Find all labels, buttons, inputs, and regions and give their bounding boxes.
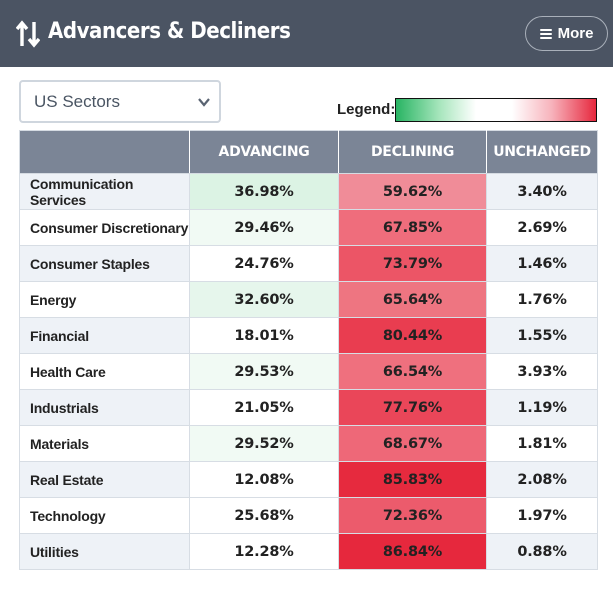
declining-cell: 67.85%: [338, 209, 487, 246]
more-button-label: More: [557, 25, 594, 42]
table-row[interactable]: Real Estate 12.08% 85.83% 2.08%: [19, 461, 598, 498]
table-row[interactable]: Communication Services 36.98% 59.62% 3.40%: [19, 173, 598, 210]
column-header-declining[interactable]: DECLINING: [338, 130, 487, 174]
unchanged-cell: 2.08%: [486, 461, 598, 498]
unchanged-cell: 1.46%: [486, 245, 598, 282]
declining-cell: 85.83%: [338, 461, 487, 498]
unchanged-cell: 0.88%: [486, 533, 598, 570]
declining-cell: 59.62%: [338, 173, 487, 210]
sector-cell[interactable]: Consumer Staples: [19, 245, 190, 282]
panel-header: Advancers & Decliners More: [0, 0, 613, 67]
sector-cell[interactable]: Energy: [19, 281, 190, 318]
unchanged-cell: 1.19%: [486, 389, 598, 426]
page-title: Advancers & Decliners: [48, 19, 291, 44]
declining-cell: 77.76%: [338, 389, 487, 426]
sector-cell[interactable]: Communication Services: [19, 173, 190, 210]
column-header-sector: [19, 130, 190, 174]
unchanged-cell: 1.76%: [486, 281, 598, 318]
table-row[interactable]: Technology 25.68% 72.36% 1.97%: [19, 497, 598, 534]
advancing-cell: 24.76%: [189, 245, 339, 282]
table-row[interactable]: Financial 18.01% 80.44% 1.55%: [19, 317, 598, 354]
unchanged-cell: 3.93%: [486, 353, 598, 390]
legend-label: Legend:: [337, 101, 396, 118]
chevron-down-icon: [198, 98, 210, 107]
unchanged-cell: 1.97%: [486, 497, 598, 534]
unchanged-cell: 3.40%: [486, 173, 598, 210]
sector-cell[interactable]: Consumer Discretionary: [19, 209, 190, 246]
advancing-cell: 29.52%: [189, 425, 339, 462]
advancing-cell: 29.46%: [189, 209, 339, 246]
sector-cell[interactable]: Real Estate: [19, 461, 190, 498]
advancing-cell: 12.28%: [189, 533, 339, 570]
unchanged-cell: 1.81%: [486, 425, 598, 462]
sector-cell[interactable]: Materials: [19, 425, 190, 462]
declining-cell: 80.44%: [338, 317, 487, 354]
table-row[interactable]: Energy 32.60% 65.64% 1.76%: [19, 281, 598, 318]
advancing-cell: 12.08%: [189, 461, 339, 498]
table-row[interactable]: Utilities 12.28% 86.84% 0.88%: [19, 533, 598, 570]
table-header-row: ADVANCING DECLINING UNCHANGED: [19, 130, 598, 174]
sector-group-select[interactable]: US Sectors: [19, 80, 221, 123]
advancing-cell: 29.53%: [189, 353, 339, 390]
sector-cell[interactable]: Industrials: [19, 389, 190, 426]
advancing-cell: 36.98%: [189, 173, 339, 210]
sector-cell[interactable]: Utilities: [19, 533, 190, 570]
sector-cell[interactable]: Health Care: [19, 353, 190, 390]
column-header-advancing[interactable]: ADVANCING: [189, 130, 339, 174]
up-down-arrows-icon: [16, 20, 40, 48]
declining-cell: 73.79%: [338, 245, 487, 282]
legend-gradient: [395, 98, 597, 122]
sector-cell[interactable]: Technology: [19, 497, 190, 534]
advancing-cell: 21.05%: [189, 389, 339, 426]
declining-cell: 66.54%: [338, 353, 487, 390]
table-row[interactable]: Consumer Discretionary 29.46% 67.85% 2.69%: [19, 209, 598, 246]
unchanged-cell: 1.55%: [486, 317, 598, 354]
table-row[interactable]: Health Care 29.53% 66.54% 3.93%: [19, 353, 598, 390]
declining-cell: 65.64%: [338, 281, 487, 318]
advancing-cell: 18.01%: [189, 317, 339, 354]
column-header-unchanged[interactable]: UNCHANGED: [486, 130, 598, 174]
advancing-cell: 25.68%: [189, 497, 339, 534]
table-row[interactable]: Industrials 21.05% 77.76% 1.19%: [19, 389, 598, 426]
declining-cell: 68.67%: [338, 425, 487, 462]
table-row[interactable]: Materials 29.52% 68.67% 1.81%: [19, 425, 598, 462]
hamburger-icon: [539, 28, 552, 39]
unchanged-cell: 2.69%: [486, 209, 598, 246]
advancing-cell: 32.60%: [189, 281, 339, 318]
more-button[interactable]: More: [525, 16, 608, 51]
sector-group-select-value: US Sectors: [34, 91, 120, 111]
sector-cell[interactable]: Financial: [19, 317, 190, 354]
advancers-decliners-table: ADVANCING DECLINING UNCHANGED Communicat…: [19, 130, 598, 570]
table-row[interactable]: Consumer Staples 24.76% 73.79% 1.46%: [19, 245, 598, 282]
declining-cell: 72.36%: [338, 497, 487, 534]
declining-cell: 86.84%: [338, 533, 487, 570]
